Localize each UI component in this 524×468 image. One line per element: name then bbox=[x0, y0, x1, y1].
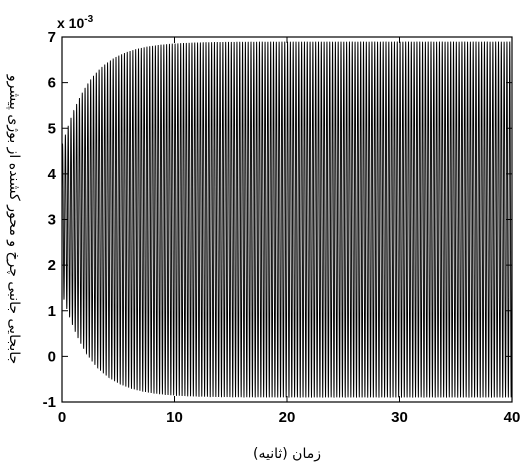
x-axis-title: زمان (ثانیه) bbox=[253, 446, 321, 462]
plot-area bbox=[61, 41, 513, 398]
x-tick-label: 0 bbox=[58, 409, 66, 426]
y-tick-label: 6 bbox=[48, 75, 56, 92]
x-tick-label: 10 bbox=[166, 409, 183, 426]
y-tick-label: 0 bbox=[48, 348, 56, 365]
y-scale-exponent: -3 bbox=[84, 14, 93, 25]
x-tick-label: 20 bbox=[279, 409, 296, 426]
x-tick-label: 30 bbox=[391, 409, 408, 426]
y-axis-title: جابجایی جانبی چرخ و محور کشنده از بوژی پ… bbox=[6, 74, 22, 364]
y-scale-multiplier: x 10 bbox=[57, 15, 84, 31]
y-tick-label: 2 bbox=[48, 257, 56, 274]
x-axis: 0 10 20 30 40 bbox=[58, 37, 521, 426]
y-tick-label: 1 bbox=[48, 303, 56, 320]
y-tick-label: 3 bbox=[48, 212, 56, 229]
x-tick-label: 40 bbox=[504, 409, 521, 426]
y-tick-label: 7 bbox=[48, 29, 56, 46]
series-line-0 bbox=[61, 41, 513, 398]
y-tick-label: 5 bbox=[48, 120, 56, 137]
y-scale-exponent-label: x 10-3 bbox=[57, 14, 94, 31]
y-tick-label: 4 bbox=[48, 166, 57, 183]
y-tick-label: -1 bbox=[43, 394, 56, 411]
y-axis: -1 0 1 2 3 4 5 6 7 bbox=[43, 29, 512, 411]
